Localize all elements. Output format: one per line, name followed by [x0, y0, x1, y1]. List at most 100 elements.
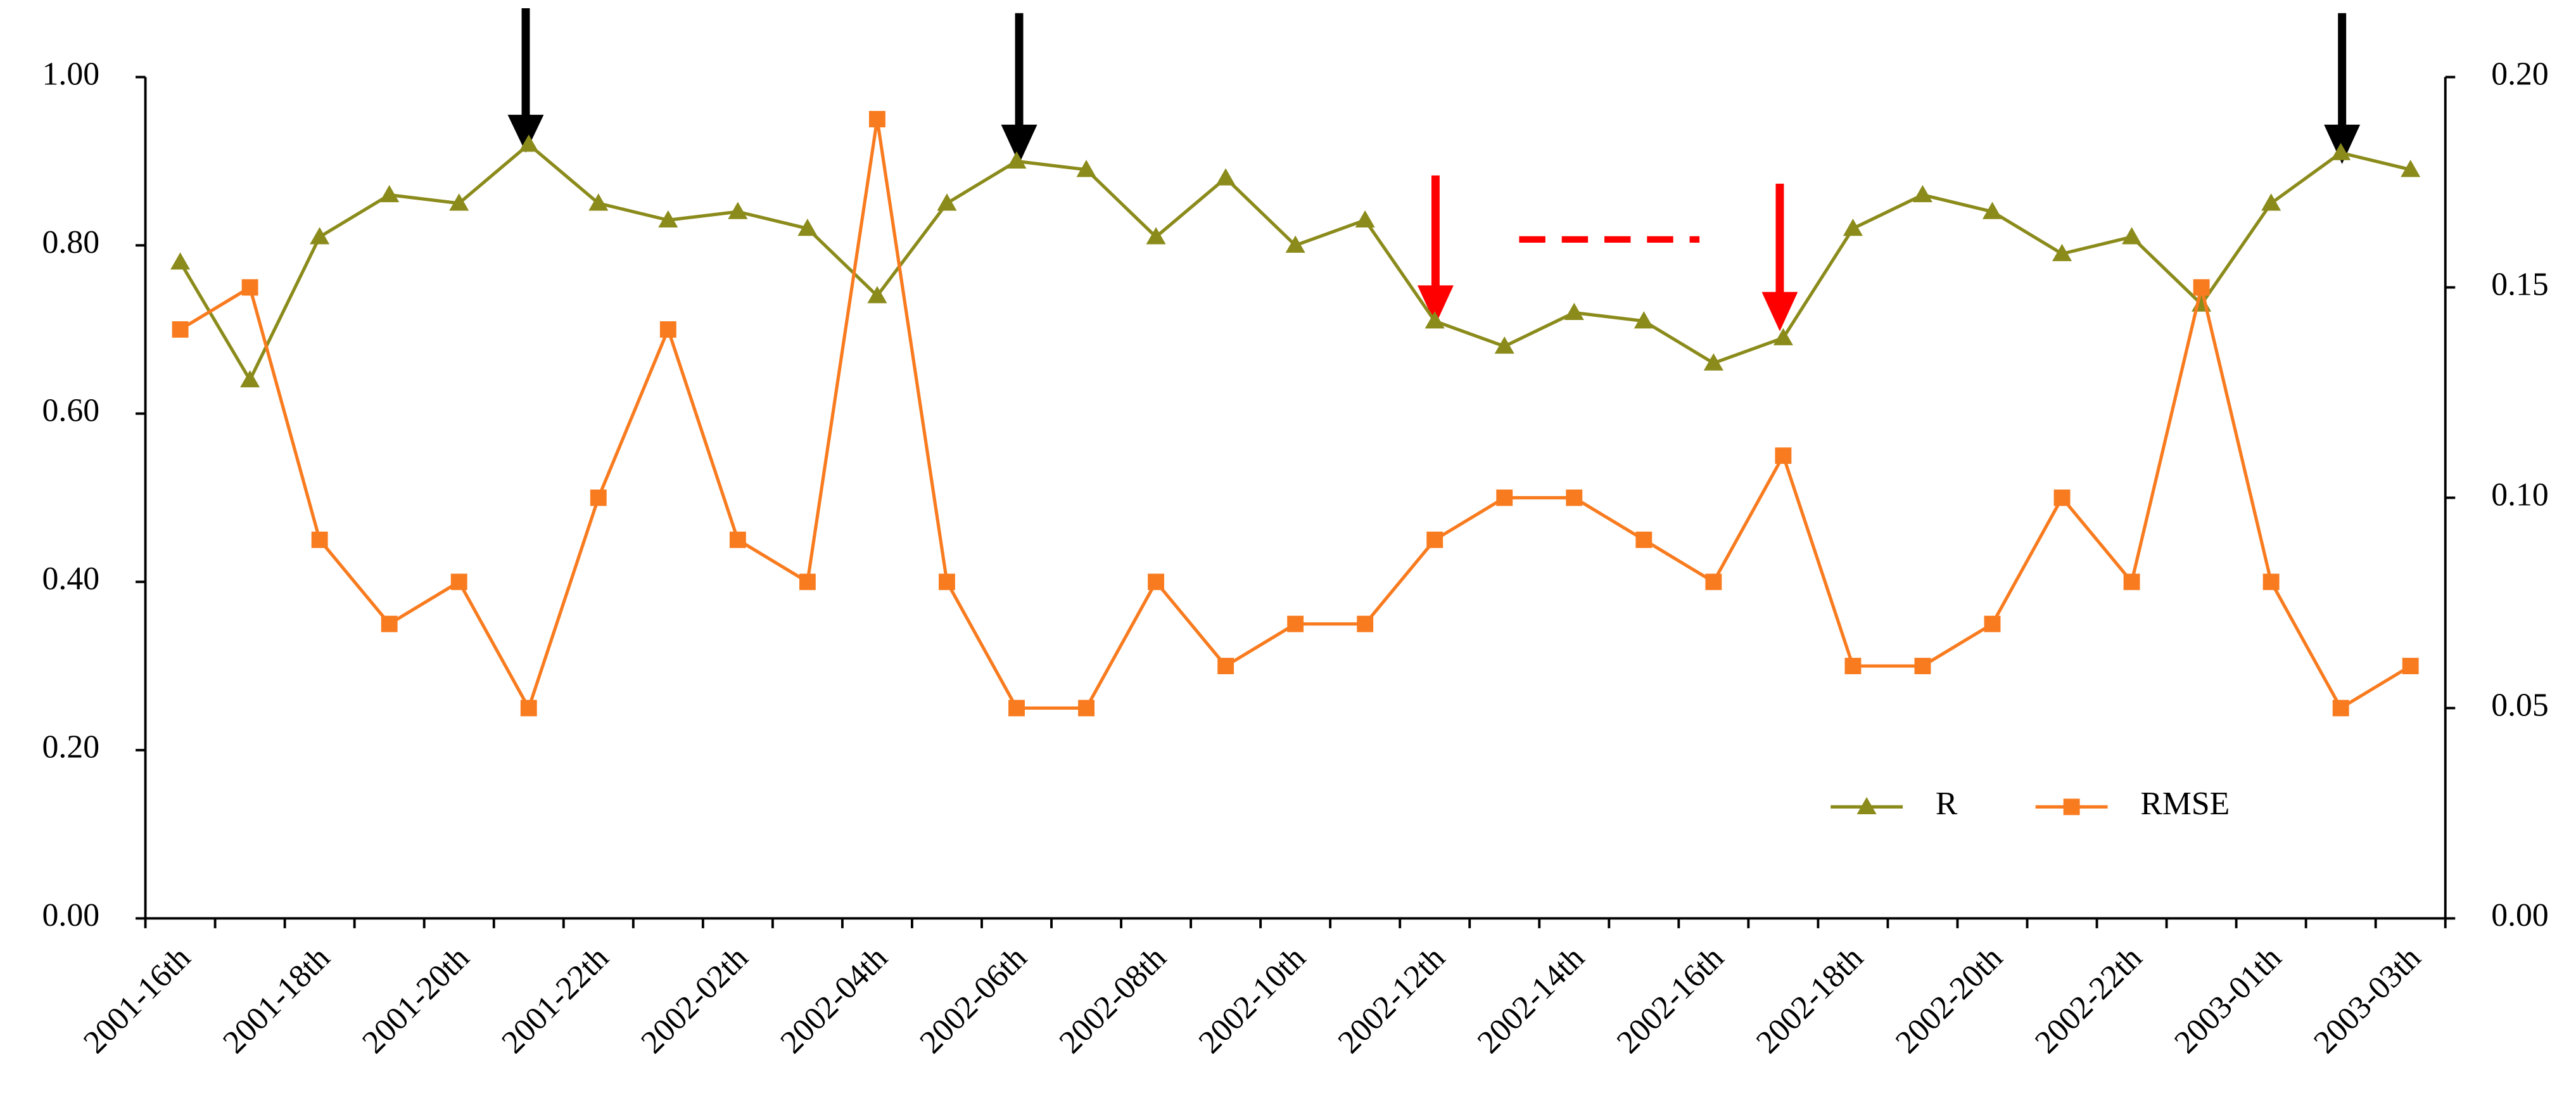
legend: R RMSE — [1830, 786, 2230, 822]
point — [311, 531, 328, 548]
x-tick-label: 2002-16th — [1610, 940, 1731, 1061]
point — [1634, 311, 1654, 329]
point — [2193, 279, 2210, 296]
point — [2123, 573, 2140, 591]
point — [939, 573, 955, 591]
legend-label: R — [1936, 786, 1958, 822]
black-arrow — [507, 8, 544, 153]
y2-tick-label: 0.20 — [2491, 56, 2549, 93]
x-tick-label: 2002-14th — [1471, 940, 1592, 1061]
point — [937, 193, 957, 211]
series — [170, 134, 2421, 388]
point — [2262, 573, 2280, 591]
point — [1287, 615, 1304, 632]
x-tick-label: 2002-06th — [913, 940, 1034, 1061]
point — [799, 573, 816, 591]
point — [797, 219, 818, 236]
x-tick-label: 2003-03th — [2307, 940, 2428, 1061]
point — [1285, 235, 1305, 253]
point — [729, 531, 746, 548]
point — [1773, 328, 1793, 345]
series — [172, 111, 2419, 717]
point — [1705, 573, 1722, 591]
red-arrow — [1761, 183, 1798, 331]
point — [519, 134, 539, 152]
point — [868, 111, 885, 127]
point — [659, 321, 676, 338]
point — [1703, 353, 1723, 371]
point — [1564, 302, 1584, 321]
point — [520, 700, 537, 717]
x-tick-label: 2002-12th — [1331, 940, 1452, 1061]
point — [1215, 168, 1236, 186]
point — [1148, 573, 1165, 591]
point — [1146, 227, 1166, 245]
point — [1775, 447, 1792, 464]
point — [1984, 615, 2001, 632]
y2-tick-label: 0.15 — [2491, 266, 2549, 302]
point — [1912, 184, 1932, 203]
x-tick-label: 2001-22th — [495, 940, 616, 1061]
point — [1494, 336, 1514, 354]
y2-tick-label: 0.00 — [2491, 897, 2549, 933]
point — [1844, 658, 1862, 674]
point — [1843, 219, 1863, 236]
x-tick-label: 2001-18th — [216, 940, 337, 1061]
point — [867, 286, 887, 304]
point — [2402, 658, 2419, 674]
point — [1856, 797, 1877, 815]
x-tick-label: 2002-04th — [773, 940, 894, 1061]
x-tick-label: 2001-16th — [77, 940, 198, 1061]
y-tick-label: 0.00 — [42, 897, 100, 933]
point — [1006, 151, 1027, 169]
point — [2063, 798, 2080, 816]
point — [1982, 202, 2003, 219]
x-tick-label: 2003-01th — [2167, 940, 2288, 1061]
annotations — [507, 8, 2361, 331]
red-arrow — [1417, 175, 1454, 325]
point — [2053, 489, 2071, 506]
y-tick-label: 0.40 — [42, 561, 100, 597]
y2-tick-label: 0.05 — [2491, 687, 2549, 723]
y-tick-label: 0.80 — [42, 224, 100, 260]
point — [241, 279, 258, 296]
x-tick-label: 2002-20th — [1889, 940, 2010, 1061]
x-tick-label: 2002-02th — [634, 940, 755, 1061]
point — [2122, 227, 2142, 245]
y-tick-label: 0.20 — [42, 729, 100, 765]
point — [1496, 489, 1513, 506]
point — [450, 573, 467, 591]
point — [590, 489, 607, 506]
point — [1355, 210, 1375, 228]
black-arrow — [2324, 13, 2361, 164]
point — [1914, 658, 1931, 674]
y-tick-label: 0.60 — [42, 393, 100, 429]
x-tick-label: 2001-20th — [355, 940, 476, 1061]
point — [2331, 143, 2351, 160]
point — [2401, 160, 2421, 177]
y-tick-label: 1.00 — [42, 56, 100, 93]
black-arrow — [1001, 13, 1037, 164]
point — [2052, 243, 2072, 262]
point — [381, 615, 398, 632]
point — [588, 193, 609, 211]
point — [1008, 700, 1025, 717]
y2-tick-label: 0.10 — [2491, 477, 2549, 513]
point — [2332, 700, 2349, 717]
point — [1424, 311, 1445, 329]
point — [449, 193, 469, 211]
point — [1217, 658, 1234, 674]
point — [310, 227, 330, 245]
point — [1635, 531, 1653, 548]
x-tick-label: 2002-22th — [2028, 940, 2149, 1061]
point — [170, 252, 191, 270]
series-line — [179, 142, 2411, 384]
point — [658, 210, 678, 228]
point — [172, 321, 189, 338]
point — [728, 202, 748, 219]
point — [2261, 193, 2281, 211]
point — [1426, 531, 1443, 548]
point — [1357, 615, 1374, 632]
